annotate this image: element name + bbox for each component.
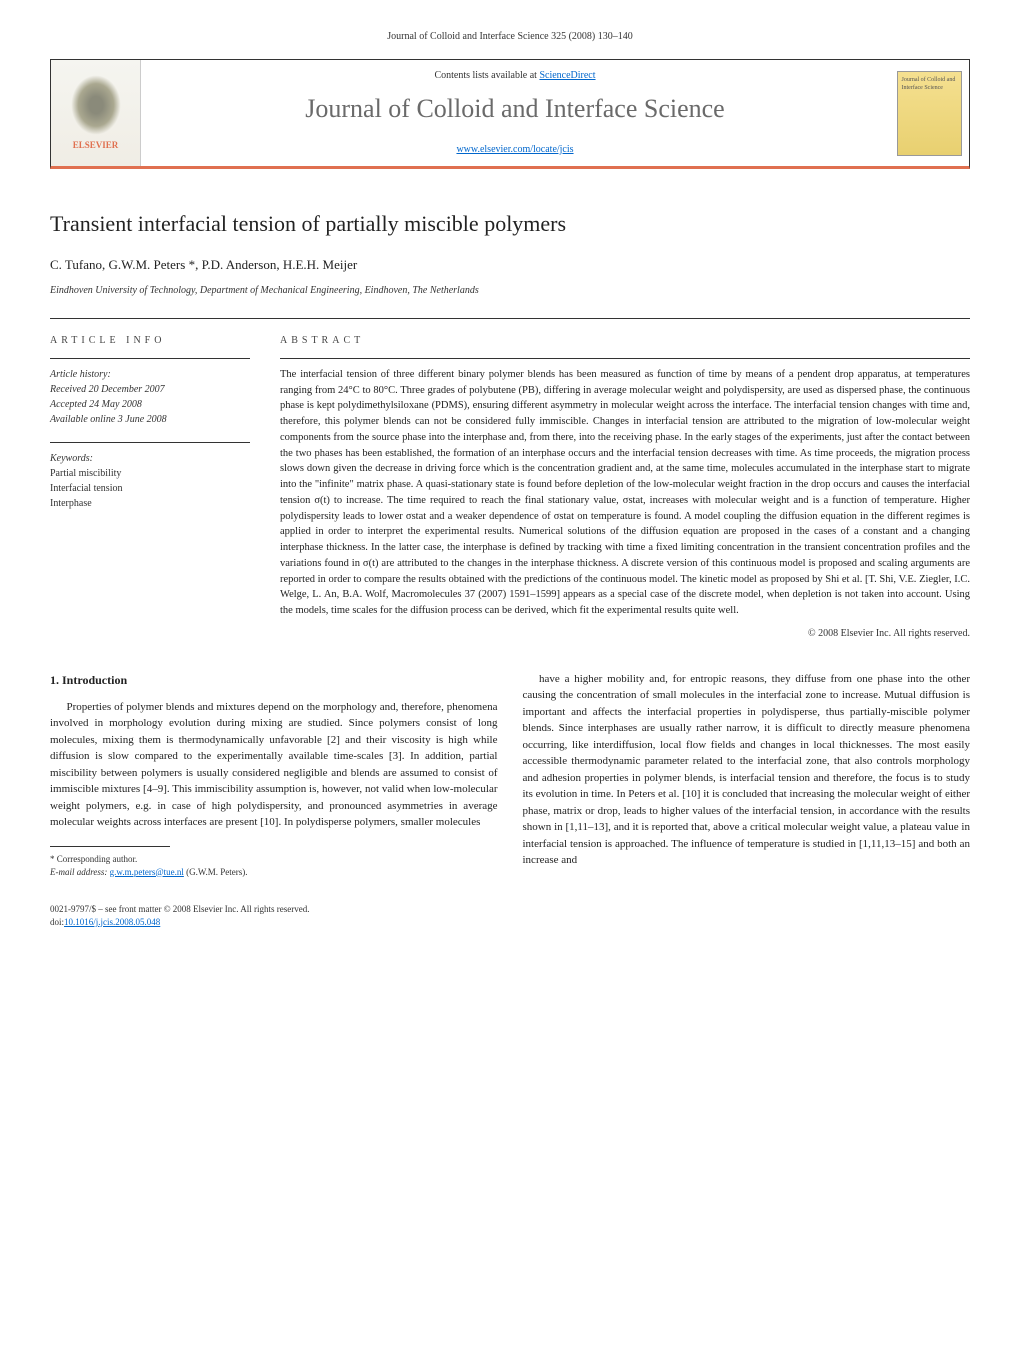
history-label: Article history: [50,367,250,382]
abstract-text: The interfacial tension of three differe… [280,358,970,619]
doi-link[interactable]: 10.1016/j.jcis.2008.05.048 [64,917,160,927]
elsevier-tree-icon [71,75,121,135]
email-name: (G.W.M. Peters). [184,867,248,877]
corresponding-author: * Corresponding author. [50,853,498,866]
email-link[interactable]: g.w.m.peters@tue.nl [110,867,184,877]
journal-masthead: ELSEVIER Contents lists available at Sci… [50,59,970,169]
article-info-abstract: article info Article history: Received 2… [50,318,970,641]
history-online: Available online 3 June 2008 [50,412,250,427]
section-heading: 1. Introduction [50,671,498,689]
doi-label: doi: [50,917,64,927]
email-line: E-mail address: g.w.m.peters@tue.nl (G.W… [50,866,498,879]
article-info-heading: article info [50,334,250,348]
contents-prefix: Contents lists available at [434,70,539,81]
keyword-item: Interfacial tension [50,481,250,496]
running-header: Journal of Colloid and Interface Science… [50,30,970,44]
contents-line: Contents lists available at ScienceDirec… [161,69,869,83]
elsevier-label: ELSEVIER [73,139,119,152]
history-accepted: Accepted 24 May 2008 [50,397,250,412]
cover-image: Journal of Colloid and Interface Science [897,71,962,156]
cover-thumbnail: Journal of Colloid and Interface Science [889,60,969,166]
abstract-column: abstract The interfacial tension of thre… [280,334,970,641]
article-history: Article history: Received 20 December 20… [50,358,250,427]
article-info-column: article info Article history: Received 2… [50,334,250,641]
footnote-separator [50,846,170,847]
authors: C. Tufano, G.W.M. Peters *, P.D. Anderso… [50,256,970,274]
abstract-heading: abstract [280,334,970,348]
page-footer: 0021-9797/$ – see front matter © 2008 El… [50,903,970,928]
doi-line: doi:10.1016/j.jcis.2008.05.048 [50,916,970,929]
journal-center: Contents lists available at ScienceDirec… [141,59,889,166]
footnote: * Corresponding author. E-mail address: … [50,853,498,878]
affiliation: Eindhoven University of Technology, Depa… [50,284,970,298]
body-paragraph: Properties of polymer blends and mixture… [50,699,498,831]
keywords-label: Keywords: [50,451,250,466]
email-label: E-mail address: [50,867,110,877]
history-received: Received 20 December 2007 [50,382,250,397]
keyword-item: Partial miscibility [50,466,250,481]
sciencedirect-link[interactable]: ScienceDirect [539,70,595,81]
body-paragraph: have a higher mobility and, for entropic… [523,671,971,869]
abstract-copyright: © 2008 Elsevier Inc. All rights reserved… [280,627,970,641]
journal-title: Journal of Colloid and Interface Science [161,91,869,127]
locate-url[interactable]: www.elsevier.com/locate/jcis [456,144,573,155]
issn-line: 0021-9797/$ – see front matter © 2008 El… [50,903,970,916]
keywords-block: Keywords: Partial miscibility Interfacia… [50,442,250,511]
keyword-item: Interphase [50,496,250,511]
body-columns: 1. Introduction Properties of polymer bl… [50,671,970,878]
article-title: Transient interfacial tension of partial… [50,209,970,240]
elsevier-logo: ELSEVIER [51,60,141,166]
